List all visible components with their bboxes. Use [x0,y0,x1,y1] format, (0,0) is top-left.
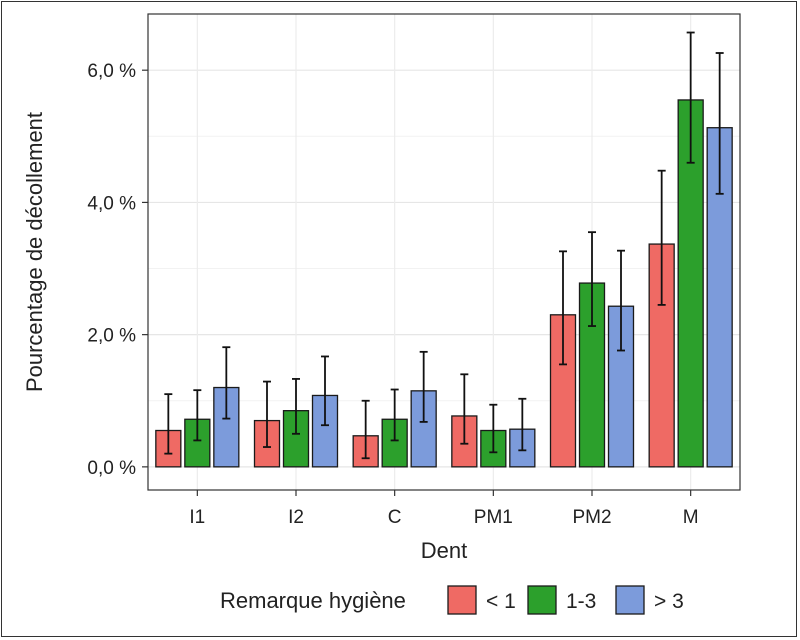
error-bars [164,31,724,460]
y-tick-label: 4,0 % [87,193,136,214]
legend-label: > 3 [654,590,684,613]
y-axis-ticks: 0,0 % 2,0 % 4,0 % 6,0 % [87,61,148,479]
legend: Remarque hygiène < 1 1-3 > 3 [220,585,684,615]
y-tick-label: 2,0 % [87,326,136,347]
x-tick-label: PM1 [474,507,513,528]
x-tick-label: C [388,507,402,528]
x-tick-label: I1 [189,507,205,528]
x-axis-ticks: I1 I2 C PM1 PM2 M [189,490,699,528]
plot-area-border [147,13,741,491]
legend-swatch [527,585,557,615]
legend-swatch [615,585,645,615]
x-tick-label: I2 [288,507,304,528]
y-tick-label: 0,0 % [87,458,136,479]
bar [648,243,675,468]
legend-title: Remarque hygiène [220,588,406,613]
bars [155,99,733,468]
bar [282,410,310,468]
y-tick-label: 6,0 % [87,61,136,82]
x-tick-label: PM2 [572,507,611,528]
y-axis-title: Pourcentage de décollement [22,112,47,392]
x-tick-label: M [683,507,699,528]
legend-swatch [447,585,477,615]
legend-label: 1-3 [566,590,596,613]
legend-items: < 1 1-3 > 3 [447,585,684,615]
x-axis-title: Dent [421,538,467,563]
legend-label: < 1 [486,590,516,613]
